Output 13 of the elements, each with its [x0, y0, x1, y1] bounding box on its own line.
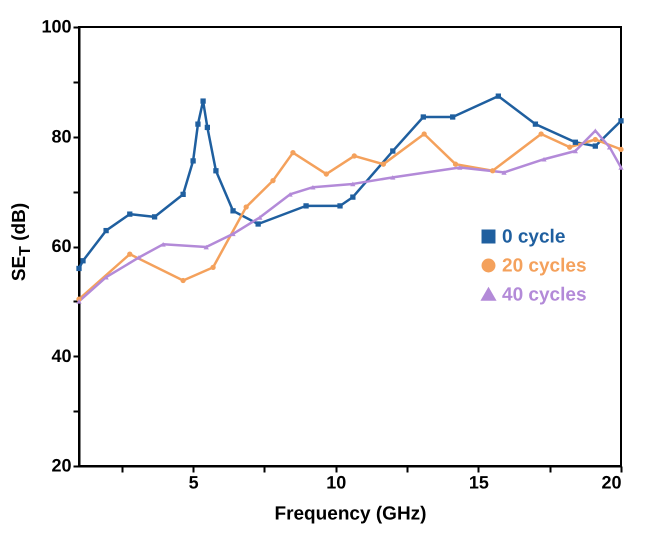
x-axis-title: Frequency (GHz)	[274, 504, 427, 524]
y-tick-label: 20	[51, 456, 72, 476]
x-tick-label: 15	[468, 472, 489, 492]
y-tick-label: 40	[51, 346, 72, 366]
legend-label: 0 cycle	[502, 226, 566, 248]
x-tick-label: 10	[326, 472, 346, 492]
y-tick-label: 100	[41, 16, 72, 36]
x-tick-label: 5	[188, 472, 199, 492]
legend-label: 20 cycles	[502, 256, 587, 276]
y-tick-label: 80	[51, 126, 72, 146]
y-tick-label: 60	[51, 236, 72, 256]
legend-label: 40 cycles	[502, 284, 587, 306]
x-tick-label: 20	[601, 472, 622, 492]
